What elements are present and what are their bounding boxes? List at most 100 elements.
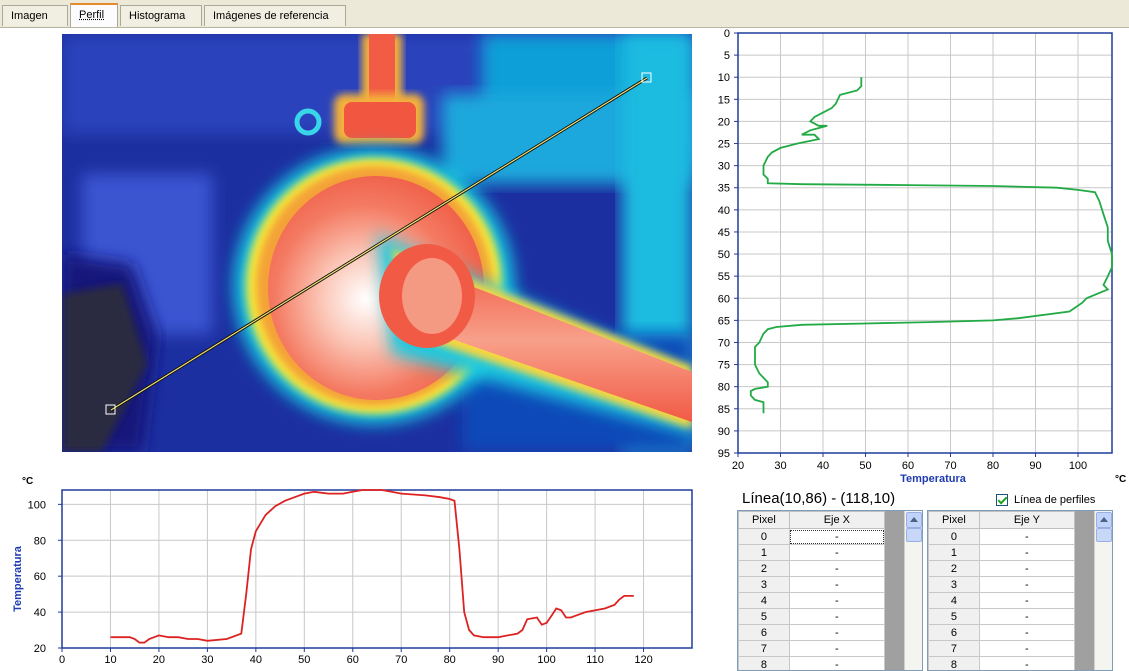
value-cell[interactable]: - [789, 609, 884, 625]
profile-line-label: Línea(10,86) - (118,10) [742, 490, 895, 507]
table-row[interactable]: 7- [929, 641, 1075, 657]
thermal-image[interactable] [62, 34, 692, 452]
value-cell[interactable]: - [979, 593, 1074, 609]
x-axis-table: Pixel Eje X 0-1-2-3-4-5-6-7-8- [737, 510, 923, 671]
pixel-cell: 1 [739, 545, 790, 561]
value-cell[interactable]: - [979, 641, 1074, 657]
value-cell[interactable]: - [979, 561, 1074, 577]
profile-line-checkbox[interactable]: Línea de perfiles [996, 492, 1095, 507]
table-scrollbar[interactable] [904, 511, 922, 670]
x-tick-label: 30 [201, 654, 213, 666]
y-tick-label: 55 [718, 271, 730, 283]
value-cell[interactable]: - [789, 561, 884, 577]
y-tick-label: 60 [718, 293, 730, 305]
table-row[interactable]: 2- [929, 561, 1075, 577]
x-tick-label: 0 [59, 654, 65, 666]
plot-area [62, 490, 692, 648]
pixel-cell: 2 [929, 561, 980, 577]
x-tick-label: 60 [902, 460, 914, 472]
x-axis-label: Temperatura [900, 473, 967, 485]
value-cell[interactable]: - [789, 593, 884, 609]
x-tick-label: 20 [153, 654, 165, 666]
table-scrollbar[interactable] [1094, 511, 1112, 670]
checkbox-label: Línea de perfiles [1014, 494, 1095, 506]
x-tick-label: 110 [586, 654, 604, 666]
x-tick-label: 120 [634, 654, 652, 666]
table-row[interactable]: 2- [739, 561, 885, 577]
pixel-cell: 4 [929, 593, 980, 609]
pixel-cell: 3 [929, 577, 980, 593]
column-header-pixel: Pixel [929, 512, 980, 529]
x-tick-label: 40 [817, 460, 829, 472]
x-tick-label: 80 [987, 460, 999, 472]
x-tick-label: 80 [444, 654, 456, 666]
y-tick-label: 65 [718, 315, 730, 327]
y-tick-label: 5 [724, 50, 730, 62]
y-tick-label: 45 [718, 227, 730, 239]
scroll-up-icon[interactable] [906, 512, 922, 528]
table-row[interactable]: 3- [739, 577, 885, 593]
value-cell[interactable]: - [789, 529, 884, 545]
x-tick-label: 50 [859, 460, 871, 472]
table-row[interactable]: 1- [739, 545, 885, 561]
pixel-cell: 5 [929, 609, 980, 625]
value-cell[interactable]: - [979, 577, 1074, 593]
y-tick-label: 70 [718, 337, 730, 349]
value-cell[interactable]: - [979, 625, 1074, 641]
y-tick-label: 25 [718, 139, 730, 151]
table-row[interactable]: 5- [739, 609, 885, 625]
table-row[interactable]: 4- [739, 593, 885, 609]
value-cell[interactable]: - [789, 641, 884, 657]
table-row[interactable]: 4- [929, 593, 1075, 609]
value-cell[interactable]: - [979, 529, 1074, 545]
pixel-cell: 6 [929, 625, 980, 641]
value-cell[interactable]: - [789, 625, 884, 641]
x-tick-label: 50 [298, 654, 310, 666]
tab-imagen[interactable]: Imagen [2, 5, 68, 26]
x-tick-label: 10 [104, 654, 116, 666]
scroll-thumb[interactable] [1096, 528, 1112, 542]
x-tick-label: 100 [537, 654, 555, 666]
table-row[interactable]: 0- [929, 529, 1075, 545]
checkbox-icon[interactable] [996, 494, 1008, 506]
x-tick-label: 70 [944, 460, 956, 472]
pixel-cell: 2 [739, 561, 790, 577]
value-cell[interactable]: - [979, 545, 1074, 561]
table-row[interactable]: 6- [929, 625, 1075, 641]
table-row[interactable]: 1- [929, 545, 1075, 561]
tab-perfil[interactable]: Perfil [70, 3, 118, 27]
table-row[interactable]: 7- [739, 641, 885, 657]
pixel-cell: 0 [739, 529, 790, 545]
y-tick-label: 75 [718, 360, 730, 372]
value-cell[interactable]: - [789, 577, 884, 593]
table-row[interactable]: 6- [739, 625, 885, 641]
y-tick-label: 95 [718, 448, 730, 460]
unit-label: °C [22, 476, 33, 487]
y-tick-label: 80 [34, 535, 46, 547]
x-tick-label: 90 [1029, 460, 1041, 472]
pixel-cell: 4 [739, 593, 790, 609]
pixel-cell: 7 [739, 641, 790, 657]
y-axis-label: Temperatura [12, 545, 24, 612]
y-tick-label: 85 [718, 404, 730, 416]
value-cell[interactable]: - [789, 545, 884, 561]
y-tick-label: 90 [718, 426, 730, 438]
pixel-cell: 5 [739, 609, 790, 625]
value-cell[interactable]: - [979, 609, 1074, 625]
y-tick-label: 15 [718, 94, 730, 106]
x-tick-label: 60 [347, 654, 359, 666]
tab-imagenes-referencia[interactable]: Imágenes de referencia [204, 5, 346, 26]
pixel-cell: 3 [739, 577, 790, 593]
scroll-up-icon[interactable] [1096, 512, 1112, 528]
table-row[interactable]: 3- [929, 577, 1075, 593]
table-row[interactable]: 0- [739, 529, 885, 545]
scroll-thumb[interactable] [906, 528, 922, 542]
y-tick-label: 40 [718, 205, 730, 217]
x-tick-label: 40 [250, 654, 262, 666]
x-tick-label: 20 [732, 460, 744, 472]
y-tick-label: 30 [718, 161, 730, 173]
pixel-cell: 7 [929, 641, 980, 657]
tab-histograma[interactable]: Histograma [120, 5, 202, 26]
table-row[interactable]: 5- [929, 609, 1075, 625]
